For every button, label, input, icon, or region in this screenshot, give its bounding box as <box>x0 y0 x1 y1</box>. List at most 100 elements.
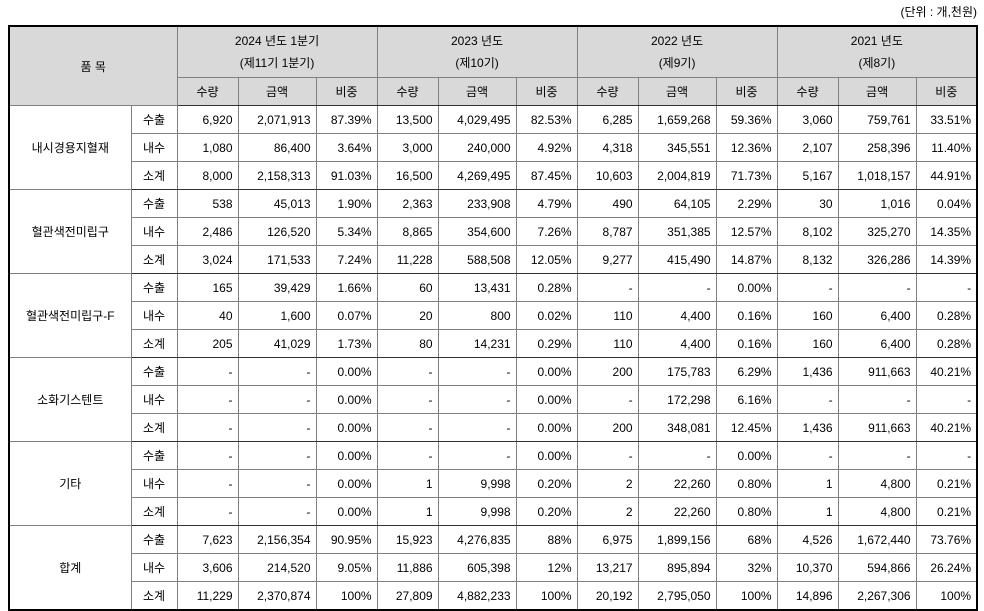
value-cell: 40.21% <box>915 413 978 442</box>
value-cell: 13,431 <box>437 273 517 302</box>
value-cell: 40 <box>176 301 239 330</box>
row-type-cell: 소계 <box>130 581 178 611</box>
value-cell: 15,923 <box>376 525 439 554</box>
value-cell: 60 <box>376 273 439 302</box>
value-cell: 20,192 <box>576 581 639 611</box>
value-cell: 911,663 <box>837 357 917 386</box>
value-cell: 1 <box>776 469 839 498</box>
item-name-cell: 혈관색전미립구-F <box>8 273 132 358</box>
value-cell: 4.92% <box>515 133 578 162</box>
item-name-cell: 합계 <box>8 525 132 611</box>
value-cell: 258,396 <box>837 133 917 162</box>
col-header-share: 비중 <box>315 77 378 106</box>
value-cell: 91.03% <box>315 161 378 190</box>
table-row: 내수 3,606 214,520 9.05% 11,886 605,398 12% 13,21… <box>9 553 978 582</box>
value-cell: 11.40% <box>915 133 978 162</box>
table-row: 내수 1,080 86,400 3.64% 3,000 240,000 4.92% 4,318… <box>9 133 978 162</box>
value-cell: 100% <box>715 581 778 611</box>
value-cell: 10,370 <box>776 553 839 582</box>
value-cell: - <box>237 413 317 442</box>
value-cell: 326,286 <box>837 245 917 274</box>
value-cell: 1,080 <box>176 133 239 162</box>
value-cell: 0.21% <box>915 497 978 526</box>
row-type-cell: 수출 <box>130 273 178 302</box>
row-type-cell: 수출 <box>130 189 178 218</box>
value-cell: - <box>176 385 239 414</box>
value-cell: 2 <box>576 469 639 498</box>
value-cell: 0.07% <box>315 301 378 330</box>
value-cell: 351,385 <box>637 217 717 246</box>
col-header-amount: 금액 <box>237 77 317 106</box>
value-cell: 1 <box>776 497 839 526</box>
table-body: 내시경용지혈재 수출 6,920 2,071,913 87.39% 13,500 4,029… <box>8 105 978 611</box>
value-cell: 33.51% <box>915 105 978 134</box>
value-cell: - <box>176 469 239 498</box>
year-group-header-2024: 2024 년도 1분기 (제11기 1분기) <box>176 25 378 78</box>
value-cell: 1,436 <box>776 357 839 386</box>
item-name-cell: 기타 <box>8 441 132 526</box>
value-cell: 14.35% <box>915 217 978 246</box>
value-cell: 2,363 <box>376 189 439 218</box>
value-cell: 0.16% <box>715 329 778 358</box>
value-cell: 32% <box>715 553 778 582</box>
col-header-amount: 금액 <box>837 77 917 106</box>
value-cell: 7.26% <box>515 217 578 246</box>
table-row: 내수 - -0.00% 1 9,998 0.20% 2 22,260 0.80% 1 4,800 0.… <box>9 469 978 498</box>
value-cell: 5.34% <box>315 217 378 246</box>
row-type-cell: 내수 <box>130 217 178 246</box>
value-cell: 205 <box>176 329 239 358</box>
value-cell: 0.20% <box>515 497 578 526</box>
value-cell: - <box>437 441 517 470</box>
value-cell: 2,071,913 <box>237 105 317 134</box>
table-row: 내수 40 1,600 0.07% 20 800 0.02% 110 4,400 0.16% 160… <box>9 301 978 330</box>
value-cell: 10,603 <box>576 161 639 190</box>
value-cell: 0.00% <box>715 441 778 470</box>
value-cell: 2,486 <box>176 217 239 246</box>
value-cell: - <box>376 385 439 414</box>
value-cell: 7.24% <box>315 245 378 274</box>
value-cell: 4,800 <box>837 497 917 526</box>
value-cell: 171,533 <box>237 245 317 274</box>
value-cell: 6,975 <box>576 525 639 554</box>
value-cell: 6.29% <box>715 357 778 386</box>
value-cell: 9.05% <box>315 553 378 582</box>
value-cell: 1.66% <box>315 273 378 302</box>
value-cell: 4,269,495 <box>437 161 517 190</box>
value-cell: 0.00% <box>515 413 578 442</box>
value-cell: - <box>915 273 978 302</box>
value-cell: 1 <box>376 497 439 526</box>
value-cell: 45,013 <box>237 189 317 218</box>
col-header-item: 품 목 <box>8 25 178 106</box>
value-cell: - <box>776 385 839 414</box>
value-cell: - <box>176 357 239 386</box>
year-group-title: 2024 년도 1분기 <box>234 34 320 48</box>
value-cell: 73.76% <box>915 525 978 554</box>
value-cell: 354,600 <box>437 217 517 246</box>
value-cell: 0.16% <box>715 301 778 330</box>
value-cell: 1.73% <box>315 329 378 358</box>
value-cell: 8,132 <box>776 245 839 274</box>
value-cell: 26.24% <box>915 553 978 582</box>
value-cell: 27,809 <box>376 581 439 611</box>
value-cell: 6.16% <box>715 385 778 414</box>
col-header-amount: 금액 <box>637 77 717 106</box>
row-type-cell: 수출 <box>130 105 178 134</box>
value-cell: 538 <box>176 189 239 218</box>
value-cell: 240,000 <box>437 133 517 162</box>
value-cell: 88% <box>515 525 578 554</box>
value-cell: 20 <box>376 301 439 330</box>
value-cell: 87.45% <box>515 161 578 190</box>
value-cell: 0.00% <box>515 441 578 470</box>
table-row: 혈관색전미립구-F 수출 165 39,429 1.66% 60 13,431 0.28% - -… <box>8 273 978 358</box>
value-cell: 0.28% <box>915 301 978 330</box>
value-cell: 0.00% <box>315 413 378 442</box>
row-type-cell: 수출 <box>130 525 178 554</box>
year-group-title: 2022 년도 <box>651 34 704 48</box>
year-group-title: 2023 년도 <box>450 34 504 48</box>
value-cell: 2,156,354 <box>237 525 317 554</box>
value-cell: - <box>576 273 639 302</box>
value-cell: 0.20% <box>515 469 578 498</box>
value-cell: - <box>376 441 439 470</box>
value-cell: 14,896 <box>776 581 839 611</box>
value-cell: 30 <box>776 189 839 218</box>
